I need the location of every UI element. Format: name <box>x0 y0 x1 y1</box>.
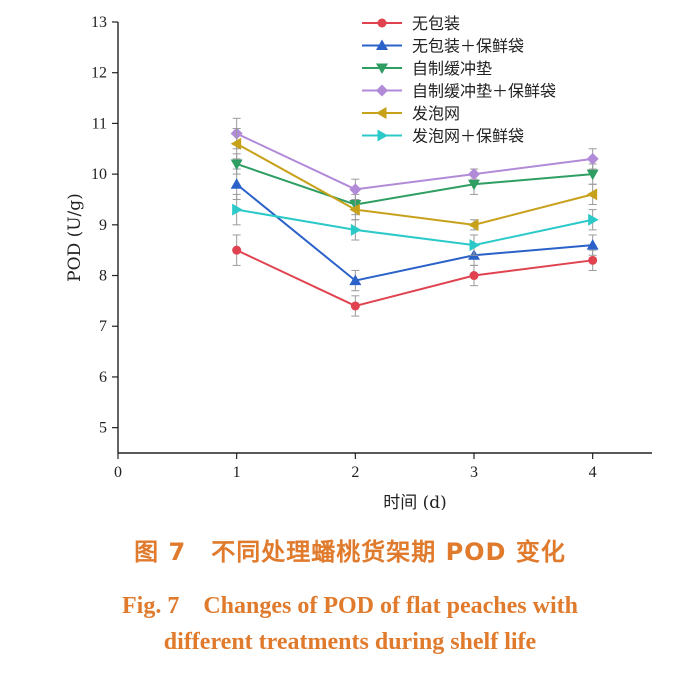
legend-item: 自制缓冲垫＋保鲜袋 <box>362 82 556 101</box>
x-tick-label: 4 <box>589 464 597 481</box>
series-6 <box>232 193 599 256</box>
data-point <box>350 301 360 311</box>
legend-marker <box>377 18 387 28</box>
legend-marker <box>376 107 387 119</box>
y-tick-label: 7 <box>99 318 107 335</box>
data-point <box>230 137 242 150</box>
data-point <box>232 203 243 216</box>
legend-item: 无包装 <box>362 14 460 33</box>
y-tick-label: 13 <box>91 14 107 31</box>
data-point <box>586 169 599 181</box>
data-point <box>588 255 598 265</box>
data-point <box>586 152 599 165</box>
data-point <box>349 274 362 286</box>
legend-label: 发泡网 <box>412 104 460 123</box>
legend-item: 自制缓冲垫 <box>362 59 492 78</box>
y-tick-label: 9 <box>99 217 107 234</box>
data-point <box>468 168 480 181</box>
legend-label: 无包装＋保鲜袋 <box>412 37 524 56</box>
figure-caption-english-line2: different treatments during shelf life <box>163 629 537 655</box>
data-point <box>349 183 362 196</box>
series-line <box>236 183 593 282</box>
y-tick-label: 12 <box>91 65 107 82</box>
data-point <box>469 271 479 281</box>
legend-item: 发泡网 <box>362 104 460 123</box>
legend-marker <box>376 84 388 97</box>
legend-item: 无包装＋保鲜袋 <box>362 37 524 56</box>
legend-label: 发泡网＋保鲜袋 <box>412 127 524 146</box>
series-line <box>236 208 593 247</box>
series-line <box>236 142 593 226</box>
y-axis-title: POD (U/g) <box>65 193 85 282</box>
data-point <box>586 188 598 201</box>
legend-label: 自制缓冲垫＋保鲜袋 <box>412 82 556 101</box>
data-point <box>586 239 599 250</box>
series-1 <box>232 234 598 317</box>
data-point <box>468 179 480 191</box>
series-line <box>236 132 593 191</box>
data-point <box>349 203 360 216</box>
x-tick-label: 2 <box>351 464 359 481</box>
legend-item: 发泡网＋保鲜袋 <box>362 127 524 146</box>
legend-marker <box>376 39 388 50</box>
y-tick-label: 6 <box>99 369 107 386</box>
y-tick-label: 5 <box>99 420 107 437</box>
figure-caption-english-line1: Fig. 7 Changes of POD of flat peaches wi… <box>122 593 578 619</box>
series-line <box>236 249 593 308</box>
x-axis-title: 时间 (d) <box>383 493 447 510</box>
legend-label: 无包装 <box>412 14 460 33</box>
data-point <box>232 245 242 255</box>
series-layer <box>230 117 599 317</box>
data-point <box>350 223 362 236</box>
legend-label: 自制缓冲垫 <box>412 59 492 78</box>
y-tick-label: 11 <box>92 115 107 132</box>
y-tick-label: 10 <box>91 166 107 183</box>
x-tick-label: 0 <box>114 464 122 481</box>
data-point <box>588 213 599 226</box>
data-point <box>230 159 243 170</box>
x-tick-label: 1 <box>233 464 241 481</box>
data-point <box>230 178 243 189</box>
data-point <box>468 218 479 231</box>
series-line <box>236 163 593 206</box>
legend-marker <box>377 129 388 142</box>
x-tick-label: 3 <box>470 464 478 481</box>
data-point <box>469 239 480 252</box>
y-tick-label: 8 <box>99 268 107 285</box>
legend-marker <box>376 63 388 74</box>
figure-caption-chinese: 图 7 不同处理蟠桃货架期 POD 变化 <box>134 538 566 566</box>
series-3 <box>230 153 599 216</box>
